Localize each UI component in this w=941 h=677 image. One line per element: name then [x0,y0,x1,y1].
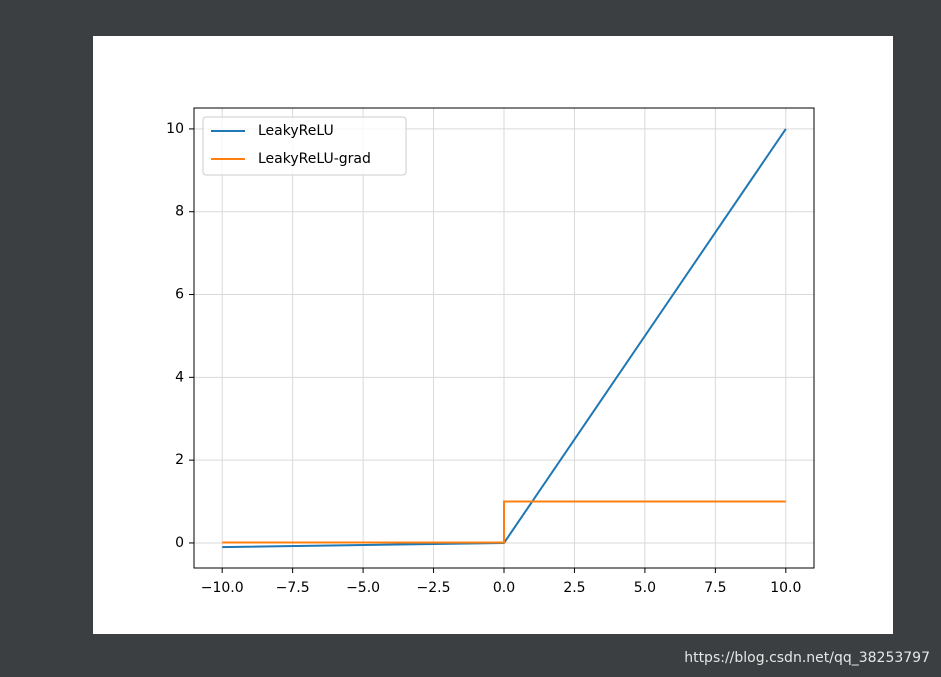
y-tick-label: 0 [175,535,184,551]
x-tick-label: 7.5 [704,580,726,596]
x-tick-label: −10.0 [201,580,244,596]
legend-label: LeakyReLU [258,123,334,139]
legend-label: LeakyReLU-grad [258,151,371,167]
y-tick-label: 6 [175,287,184,303]
y-tick-label: 4 [175,369,184,385]
x-tick-label: −7.5 [276,580,310,596]
axes-frame [193,107,815,569]
x-tick-label: 0.0 [493,580,515,596]
y-tick-label: 2 [175,452,184,468]
x-tick-label: −5.0 [346,580,380,596]
y-tick-label: 8 [175,204,184,220]
x-tick-label: −2.5 [417,580,451,596]
watermark: https://blog.csdn.net/qq_38253797 [684,650,930,666]
x-tick-label: 10.0 [770,580,801,596]
legend-box [202,116,407,176]
y-tick-label: 10 [166,121,184,137]
data-line [222,500,786,544]
x-tick-label: 5.0 [634,580,656,596]
x-tick-label: 2.5 [563,580,585,596]
